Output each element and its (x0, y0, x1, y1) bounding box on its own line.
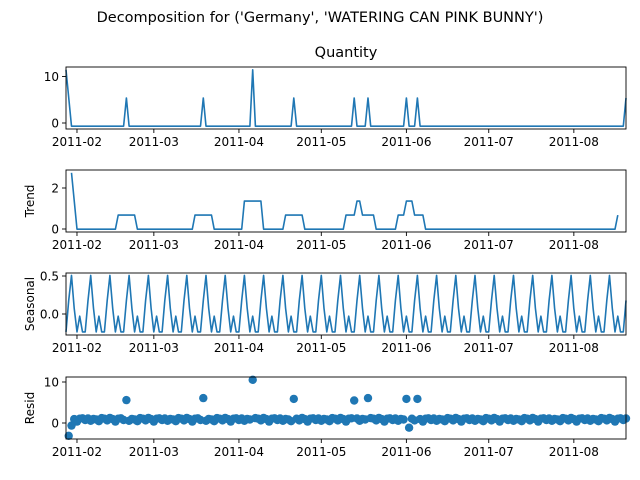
panel-2-ytick-label: 0 (51, 223, 59, 237)
panel-4-xtick-label: 2011-02 (52, 445, 102, 459)
panel-4-xtick-label: 2011-05 (296, 445, 346, 459)
panel-4-resid-point (413, 394, 422, 404)
panel-4-resid-point (122, 395, 131, 405)
panel-4-ytick-label: 10 (44, 376, 59, 390)
panel-1-xtick-label: 2011-08 (549, 135, 599, 149)
panel-2-xtick-label: 2011-03 (129, 238, 179, 252)
panel-3-series-line (65, 274, 627, 333)
panel-4-xtick-label: 2011-08 (549, 445, 599, 459)
panel-2-xtick-label: 2011-04 (214, 238, 264, 252)
panel-4-xtick-label: 2011-06 (381, 445, 431, 459)
panel-4-xtick-label: 2011-07 (464, 445, 514, 459)
panel-1-xtick-label: 2011-03 (129, 135, 179, 149)
panel-3-axes-frame (65, 272, 627, 336)
panel-4-ytick-label: 0 (51, 417, 59, 431)
panel-4-resid-point (248, 375, 257, 384)
panel-4-axes-frame (65, 376, 627, 440)
panel-2-xtick-label: 2011-05 (296, 238, 346, 252)
panel-3-xtick-label: 2011-04 (214, 341, 264, 355)
panel-1-ytick-label: 0 (51, 117, 59, 131)
panel-1-xtick-label: 2011-02 (52, 135, 102, 149)
panel-4-ylabel: Resid (23, 392, 37, 424)
panel-2-xtick-label: 2011-07 (464, 238, 514, 252)
panel-1-xtick-label: 2011-06 (381, 135, 431, 149)
panel-3-xtick-label: 2011-06 (381, 341, 431, 355)
panel-3-ylabel: Seasonal (23, 277, 37, 331)
panel-3-xtick-label: 2011-07 (464, 341, 514, 355)
panel-4-resid-point (363, 393, 373, 403)
panel-4-resid-point (404, 423, 414, 432)
panel-2-ytick-label: 2 (51, 182, 59, 196)
panel-4-resid-point (350, 396, 359, 405)
panel-2-xtick-label: 2011-02 (52, 238, 102, 252)
panel-2-axes-frame (65, 169, 627, 233)
figure-suptitle: Decomposition for ('Germany', 'WATERING … (97, 10, 544, 26)
panel-2-xtick-label: 2011-08 (549, 238, 599, 252)
panel-3-ytick-label: 0.5 (40, 270, 59, 284)
panel-3-xtick-label: 2011-05 (296, 341, 346, 355)
panel-1-series-line (65, 69, 627, 127)
panel-4-resid-point (402, 394, 411, 404)
panel-4-xtick-label: 2011-03 (129, 445, 179, 459)
panel-2-ylabel: Trend (23, 185, 37, 219)
panel-4-resid-point (199, 393, 208, 403)
panel-4-resid-point (289, 394, 298, 404)
panel-1-xtick-label: 2011-05 (296, 135, 346, 149)
panel-3-xtick-label: 2011-02 (52, 341, 102, 355)
panel-4-resid-point (64, 431, 73, 440)
panel-3-xtick-label: 2011-08 (549, 341, 599, 355)
panel-1-xtick-label: 2011-04 (214, 135, 264, 149)
panel-1-xtick-label: 2011-07 (464, 135, 514, 149)
panel-3-xtick-label: 2011-03 (129, 341, 179, 355)
panel-2-xtick-label: 2011-06 (381, 238, 431, 252)
panel-2-series-line (70, 172, 619, 230)
panel-1-axes-frame (65, 66, 627, 130)
panel-1-ytick-label: 10 (44, 70, 59, 84)
panel-1-title: Quantity (315, 45, 378, 61)
panel-4-resid-point (399, 415, 408, 424)
panel-3-ytick-label: 0.0 (40, 308, 59, 322)
panel-4-xtick-label: 2011-04 (214, 445, 264, 459)
